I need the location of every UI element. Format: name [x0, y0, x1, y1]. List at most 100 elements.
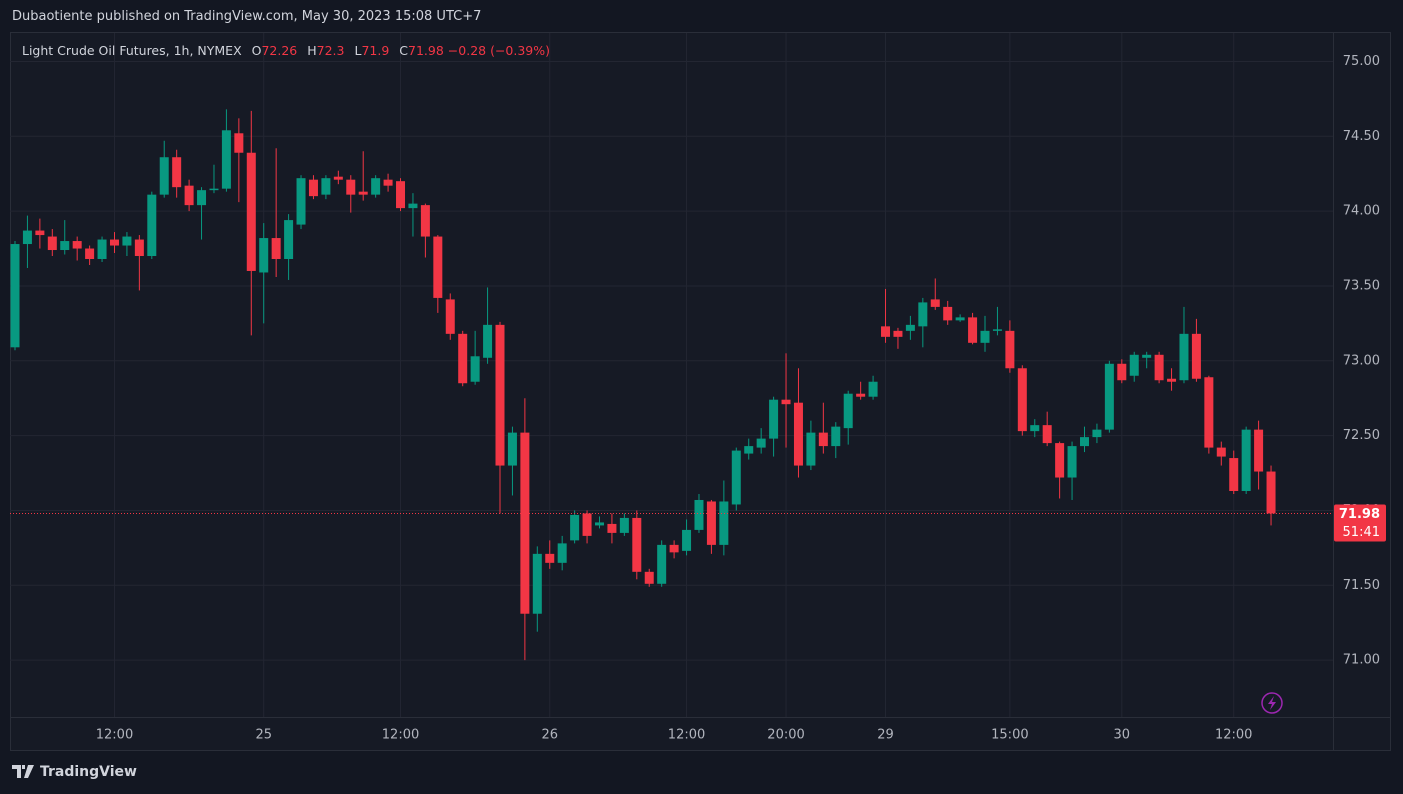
low-label: L [354, 43, 362, 58]
candle-body [818, 432, 828, 447]
candle-body [35, 230, 45, 236]
x-tick-label: 12:00 [96, 728, 133, 743]
candle-body [1055, 443, 1065, 478]
candle-body [470, 356, 480, 382]
candle-body [10, 244, 20, 348]
close-label: C [399, 43, 409, 58]
legend: Light Crude Oil Futures, 1h, NYMEX O72.2… [22, 43, 550, 58]
candle-body [1079, 437, 1089, 447]
chart-frame [10, 32, 1391, 751]
y-tick-label: 74.50 [1343, 129, 1380, 144]
candle-body [22, 230, 32, 245]
candle-body [1005, 330, 1015, 369]
candle-body [1167, 378, 1177, 382]
candle-body [694, 499, 704, 530]
last-price-tag [1334, 504, 1386, 542]
candle-body [769, 399, 779, 439]
brand: TradingView [40, 764, 137, 780]
candle-body [271, 238, 281, 260]
candle-body [943, 306, 953, 321]
candle-body [308, 179, 318, 197]
x-tick-label: 20:00 [767, 728, 804, 743]
brand-logo [12, 765, 34, 778]
candle-body [333, 176, 343, 180]
candle-body [1092, 429, 1102, 438]
low-value: 71.9 [361, 43, 390, 58]
candle-body [968, 317, 978, 343]
candle-body [383, 179, 393, 186]
candle-body [396, 181, 406, 209]
x-tick-label: 15:00 [991, 728, 1028, 743]
candle-body [109, 239, 119, 246]
candle-body [147, 194, 157, 257]
candle-body [1142, 354, 1152, 358]
symbol: Light Crude Oil Futures, 1h, NYMEX [22, 43, 242, 58]
candle-body [570, 514, 580, 541]
candle-body [1030, 425, 1040, 432]
y-tick-label: 72.50 [1343, 428, 1380, 443]
candle-body [868, 381, 878, 397]
candle-body [97, 239, 107, 260]
candle-body [719, 501, 729, 545]
candle-body [657, 544, 667, 584]
y-tick-label: 71.00 [1343, 653, 1380, 668]
candle-body [893, 330, 903, 337]
candle-body [831, 426, 841, 447]
candle-body [358, 191, 368, 195]
high-label: H [307, 43, 317, 58]
candle-body [346, 179, 356, 195]
candle-body [905, 324, 915, 331]
candle-body [731, 450, 741, 505]
candle-body [495, 324, 505, 466]
y-tick-label: 75.00 [1343, 54, 1380, 69]
candle-body [296, 178, 306, 225]
candle-body [806, 432, 816, 466]
candle-body [1216, 447, 1226, 457]
candle-body [134, 239, 144, 257]
candle-body [122, 236, 132, 246]
candle-body [781, 399, 791, 405]
candle-body [843, 393, 853, 429]
candle-body [420, 205, 430, 237]
candle-body [458, 333, 468, 384]
candle-body [669, 544, 679, 553]
x-tick-label: 26 [541, 728, 558, 743]
candle-body [918, 302, 928, 327]
y-tick-label: 74.00 [1343, 204, 1380, 219]
candle-body [706, 501, 716, 545]
candle-body [1204, 377, 1214, 448]
candle-body [545, 553, 555, 563]
candle-body [682, 529, 692, 551]
x-tick-label: 29 [877, 728, 894, 743]
high-value: 72.3 [316, 43, 345, 58]
candle-body [980, 330, 990, 343]
x-tick-label: 25 [255, 728, 272, 743]
candle-body [930, 299, 940, 307]
candle-body [1154, 354, 1164, 381]
candle-body [197, 190, 207, 206]
candle-body [1229, 458, 1239, 491]
x-tick-label: 12:00 [1215, 728, 1252, 743]
candle-body [1104, 363, 1114, 430]
candle-body [221, 130, 231, 189]
candle-body [172, 157, 182, 188]
change: −0.28 (−0.39%) [447, 43, 551, 58]
footer: TradingView [12, 764, 137, 780]
candle-body [607, 523, 617, 533]
candle-body [85, 248, 95, 260]
candle-body [47, 236, 57, 251]
candle-body [507, 432, 517, 466]
candle-body [594, 522, 604, 526]
y-tick-label: 73.50 [1343, 278, 1380, 293]
candle-body [1179, 333, 1189, 381]
x-tick-label: 30 [1114, 728, 1131, 743]
candle-body [992, 329, 1002, 331]
candle-body [234, 133, 244, 153]
candle-body [644, 571, 654, 584]
candle-body [1191, 333, 1201, 379]
countdown-label: 51:41 [1343, 525, 1380, 540]
candle-body [72, 241, 82, 249]
candle-body [856, 393, 866, 397]
candle-body [744, 446, 754, 454]
